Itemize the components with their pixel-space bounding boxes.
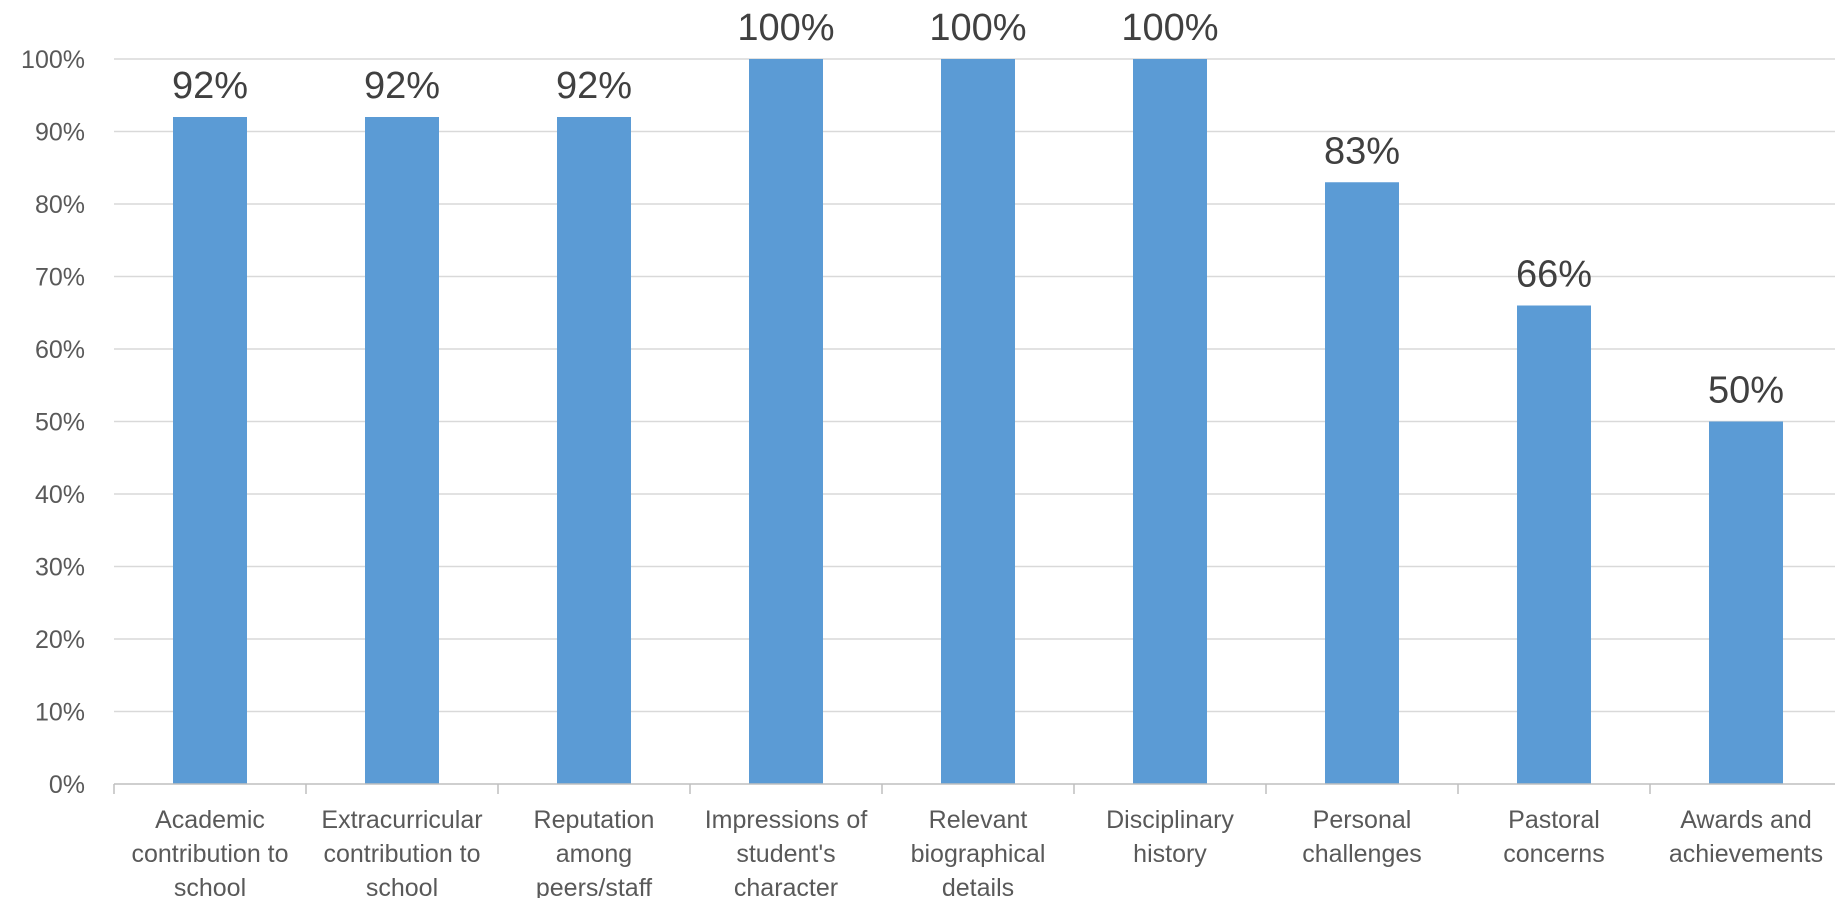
y-tick-label: 30% xyxy=(35,554,85,582)
data-labels: 92% 92% 92% 100% 100% 100% 83% 66% 50% xyxy=(172,7,1784,412)
category-label-line: concerns xyxy=(1503,840,1604,868)
y-tick-label: 10% xyxy=(35,699,85,727)
data-label: 92% xyxy=(556,65,632,107)
y-tick-label: 90% xyxy=(35,119,85,147)
data-label: 66% xyxy=(1516,254,1592,296)
category-label-line: challenges xyxy=(1302,840,1422,868)
data-label: 50% xyxy=(1708,370,1784,412)
bar xyxy=(1709,421,1783,784)
category-label: Personal challenges xyxy=(1302,806,1422,868)
category-label: Academic contribution to school xyxy=(131,806,288,898)
y-tick-label: 100% xyxy=(21,46,85,74)
y-tick-label: 70% xyxy=(35,264,85,292)
category-label-line: achievements xyxy=(1669,840,1823,868)
data-label: 100% xyxy=(929,7,1026,49)
data-label: 100% xyxy=(737,7,834,49)
data-label: 83% xyxy=(1324,130,1400,172)
y-tick-label: 20% xyxy=(35,626,85,654)
category-label-line: character xyxy=(734,874,838,898)
category-label-line: Reputation xyxy=(534,806,655,834)
category-label-line: Extracurricular xyxy=(321,806,482,834)
bar xyxy=(365,117,439,784)
category-label: Extracurricular contribution to school xyxy=(321,806,482,898)
bar xyxy=(1325,182,1399,784)
category-label-line: Awards and xyxy=(1680,806,1812,834)
bar xyxy=(557,117,631,784)
category-label-line: history xyxy=(1133,840,1207,868)
category-label: Relevant biographical details xyxy=(911,806,1046,898)
y-tick-label: 80% xyxy=(35,191,85,219)
category-label-line: among xyxy=(556,840,632,868)
category-label-line: Pastoral xyxy=(1508,806,1600,834)
category-label-line: school xyxy=(174,874,246,898)
bar xyxy=(1133,59,1207,784)
category-label-line: contribution to xyxy=(323,840,480,868)
x-axis: Academic contribution to schoolExtracurric… xyxy=(113,783,1835,898)
bar xyxy=(941,59,1015,784)
data-label: 92% xyxy=(172,65,248,107)
data-label: 100% xyxy=(1121,7,1218,49)
category-label-line: Personal xyxy=(1313,806,1412,834)
category-label-line: contribution to xyxy=(131,840,288,868)
bar xyxy=(1517,305,1591,784)
category-label-line: biographical xyxy=(911,840,1046,868)
bar xyxy=(173,117,247,784)
category-label: Disciplinary history xyxy=(1106,806,1234,868)
category-label-line: Disciplinary xyxy=(1106,806,1234,834)
bar xyxy=(749,59,823,784)
y-tick-label: 0% xyxy=(49,771,85,799)
y-tick-label: 60% xyxy=(35,336,85,364)
category-label-line: Academic xyxy=(155,806,265,834)
y-axis-tick-labels: 0% 10% 20% 30% 40% 50% 60% 70% 80% 90% 100% xyxy=(21,46,85,799)
bars xyxy=(173,59,1783,784)
y-tick-label: 40% xyxy=(35,481,85,509)
category-label: Reputation among peers/staff xyxy=(534,806,655,898)
category-label: Awards and achievements xyxy=(1669,806,1823,868)
category-label-line: student's xyxy=(736,840,835,868)
data-label: 92% xyxy=(364,65,440,107)
y-tick-label: 50% xyxy=(35,409,85,437)
category-label-line: Impressions of xyxy=(705,806,868,834)
category-label: Impressions of student's character xyxy=(705,806,868,898)
category-label-line: details xyxy=(942,874,1014,898)
category-label-line: peers/staff xyxy=(536,874,652,898)
category-label-line: school xyxy=(366,874,438,898)
category-label-line: Relevant xyxy=(929,806,1028,834)
category-label: Pastoral concerns xyxy=(1503,806,1604,868)
